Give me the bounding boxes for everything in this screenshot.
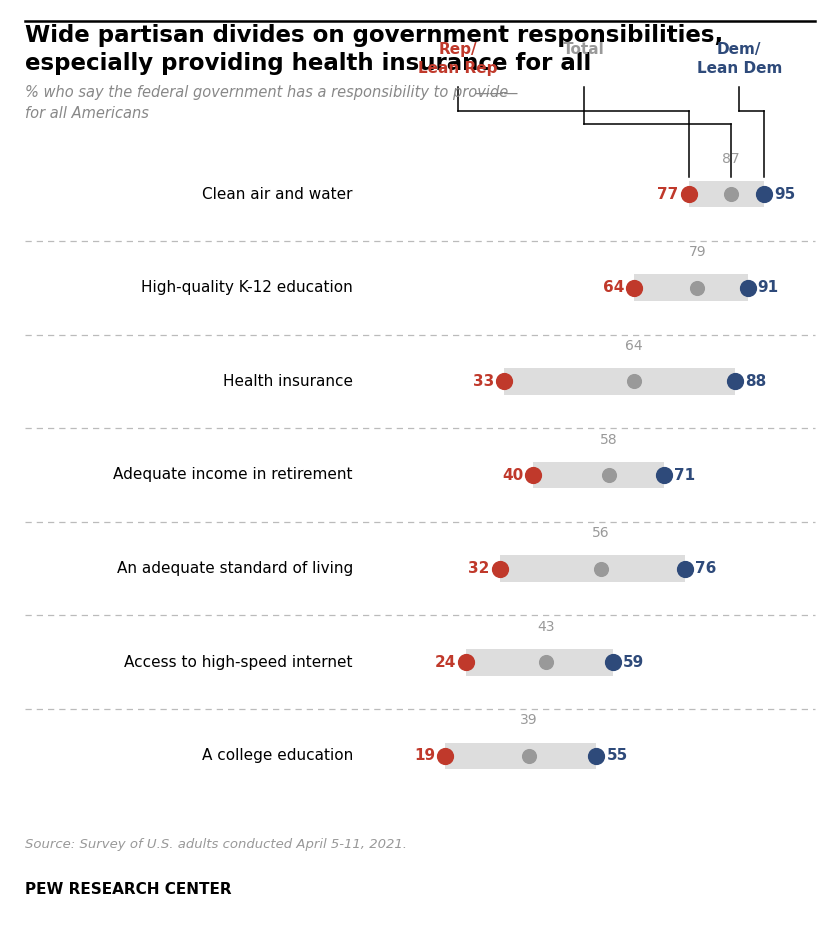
Point bbox=[682, 186, 696, 201]
Text: especially providing health insurance for all: especially providing health insurance fo… bbox=[25, 52, 591, 75]
Text: 24: 24 bbox=[435, 655, 456, 670]
Bar bbox=[634, 275, 748, 301]
Text: 39: 39 bbox=[521, 713, 538, 728]
Text: Dem/: Dem/ bbox=[717, 42, 761, 57]
Text: 59: 59 bbox=[623, 655, 644, 670]
Text: 40: 40 bbox=[502, 467, 523, 483]
Bar bbox=[504, 368, 735, 394]
Point bbox=[594, 561, 607, 577]
Point bbox=[522, 749, 536, 764]
Bar bbox=[533, 462, 664, 488]
Text: Rep/: Rep/ bbox=[438, 42, 477, 57]
Text: 64: 64 bbox=[603, 280, 624, 295]
Text: 95: 95 bbox=[774, 186, 795, 201]
Point bbox=[690, 280, 704, 295]
Point bbox=[678, 561, 691, 577]
Point bbox=[590, 749, 603, 764]
Text: Source: Survey of U.S. adults conducted April 5-11, 2021.: Source: Survey of U.S. adults conducted … bbox=[25, 838, 407, 851]
Bar bbox=[689, 180, 764, 207]
Text: Wide partisan divides on government responsibilities,: Wide partisan divides on government resp… bbox=[25, 24, 723, 47]
Point bbox=[539, 655, 553, 670]
Text: for all Americans: for all Americans bbox=[25, 106, 149, 122]
Text: Access to high-speed internet: Access to high-speed internet bbox=[124, 655, 353, 670]
Text: 55: 55 bbox=[606, 749, 627, 764]
Point bbox=[438, 749, 452, 764]
Text: 32: 32 bbox=[469, 561, 490, 576]
Text: Total: Total bbox=[563, 42, 605, 57]
Point bbox=[724, 186, 738, 201]
Point bbox=[728, 373, 742, 389]
Text: % who say the federal government has a responsibility to provide: % who say the federal government has a r… bbox=[25, 86, 536, 101]
Bar bbox=[500, 556, 685, 582]
Point bbox=[657, 467, 670, 483]
Text: Health insurance: Health insurance bbox=[223, 374, 353, 389]
Text: 88: 88 bbox=[745, 374, 766, 389]
Text: 79: 79 bbox=[689, 245, 706, 259]
Point bbox=[758, 186, 771, 201]
Text: 58: 58 bbox=[601, 432, 617, 446]
Text: Lean Dem: Lean Dem bbox=[696, 61, 782, 76]
Text: An adequate standard of living: An adequate standard of living bbox=[117, 561, 353, 576]
Point bbox=[602, 467, 616, 483]
Text: 19: 19 bbox=[414, 749, 435, 764]
Bar bbox=[445, 743, 596, 770]
Text: 76: 76 bbox=[695, 561, 716, 576]
Text: 77: 77 bbox=[658, 186, 679, 201]
Text: PEW RESEARCH CENTER: PEW RESEARCH CENTER bbox=[25, 882, 232, 897]
Text: Lean Rep: Lean Rep bbox=[418, 61, 497, 76]
Point bbox=[627, 280, 641, 295]
Text: 33: 33 bbox=[473, 374, 494, 389]
Bar bbox=[466, 649, 613, 675]
Text: Adequate income in retirement: Adequate income in retirement bbox=[113, 467, 353, 483]
Text: Clean air and water: Clean air and water bbox=[202, 186, 353, 201]
Text: 91: 91 bbox=[758, 280, 779, 295]
Point bbox=[627, 373, 641, 389]
Point bbox=[497, 373, 511, 389]
Text: High-quality K-12 education: High-quality K-12 education bbox=[141, 280, 353, 295]
Text: A college education: A college education bbox=[202, 749, 353, 764]
Point bbox=[493, 561, 507, 577]
Point bbox=[741, 280, 754, 295]
Text: 56: 56 bbox=[592, 526, 609, 541]
Point bbox=[459, 655, 473, 670]
Point bbox=[527, 467, 540, 483]
Text: 43: 43 bbox=[538, 619, 554, 634]
Text: 87: 87 bbox=[722, 152, 739, 165]
Point bbox=[606, 655, 620, 670]
Text: 71: 71 bbox=[674, 467, 695, 483]
Text: 64: 64 bbox=[626, 339, 643, 352]
Text: ———: ——— bbox=[475, 86, 519, 101]
